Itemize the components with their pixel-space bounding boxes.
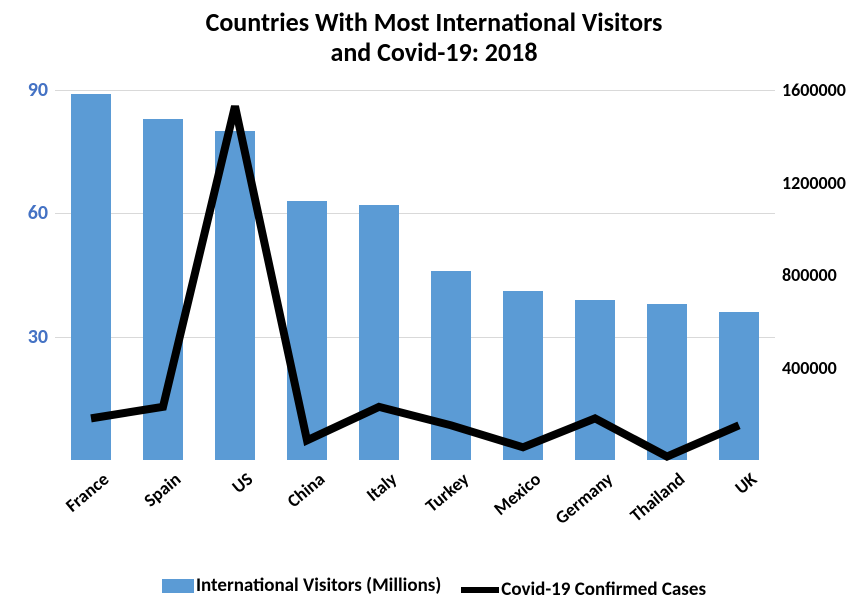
legend-swatch-line bbox=[461, 587, 499, 593]
legend-item: Covid-19 Confirmed Cases bbox=[461, 578, 706, 601]
legend-item: International Visitors (Millions) bbox=[162, 574, 441, 597]
line-path bbox=[91, 106, 739, 456]
plot-area bbox=[55, 90, 775, 460]
y-left-tick-label: 30 bbox=[28, 325, 48, 349]
y-right-tick-label: 1600000 bbox=[782, 79, 846, 101]
legend-label: International Visitors (Millions) bbox=[196, 574, 441, 597]
legend-label: Covid-19 Confirmed Cases bbox=[501, 578, 706, 601]
chart-title: Countries With Most International Visito… bbox=[0, 8, 868, 68]
legend-swatch-bar bbox=[162, 579, 194, 593]
y-right-tick-label: 1200000 bbox=[782, 172, 846, 194]
y-left-tick-label: 90 bbox=[28, 78, 48, 102]
y-right-tick-label: 400000 bbox=[782, 357, 837, 379]
line-series bbox=[55, 90, 775, 460]
legend: International Visitors (Millions) Covid-1… bbox=[0, 574, 868, 601]
y-right-tick-label: 800000 bbox=[782, 264, 837, 286]
chart-container: Countries With Most International Visito… bbox=[0, 0, 868, 613]
y-left-tick-label: 60 bbox=[28, 201, 48, 225]
